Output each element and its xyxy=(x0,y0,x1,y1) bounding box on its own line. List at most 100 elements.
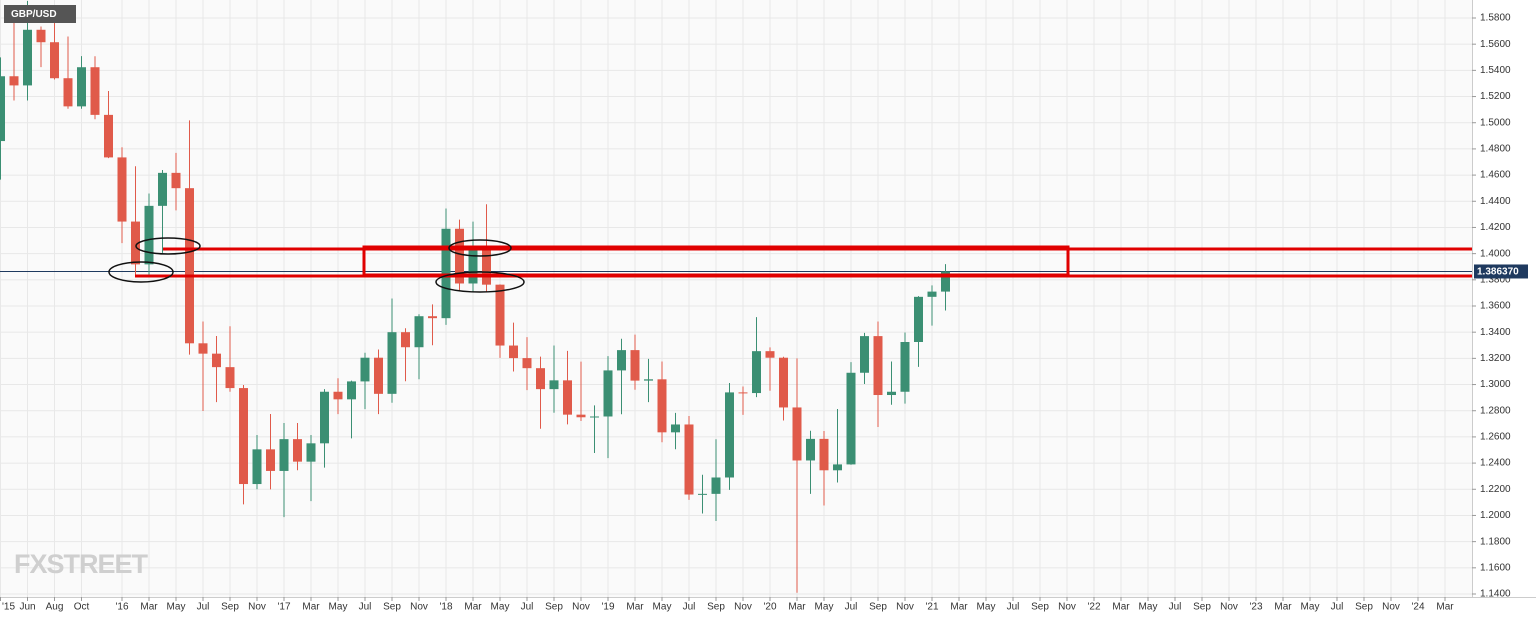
candle-body xyxy=(536,368,545,390)
plot-background xyxy=(0,0,1472,597)
x-tick-label: Mar xyxy=(1274,602,1292,613)
candle-body xyxy=(455,228,464,284)
candle-body xyxy=(509,345,518,359)
y-tick-label: 1.3400 xyxy=(1480,327,1511,338)
x-tick-label: Mar xyxy=(302,602,320,613)
circle-highlight xyxy=(435,271,525,293)
candle-body xyxy=(779,357,788,408)
candle-body xyxy=(630,350,640,381)
candle-body xyxy=(833,464,842,471)
x-tick-label: Jul xyxy=(521,602,534,613)
x-tick-label: May xyxy=(653,602,672,613)
y-tick-label: 1.2200 xyxy=(1480,484,1511,495)
candle-body xyxy=(306,443,316,462)
last-price-label: 1.386370 xyxy=(1477,267,1519,278)
axes: 1.1400 1.1600 1.1800 1.2000 1.2200 1.2400 1.26… xyxy=(0,13,1528,613)
x-tick-label: '23 xyxy=(1249,602,1262,613)
candle-body xyxy=(495,284,505,346)
candle-body xyxy=(671,424,680,433)
x-tick-label: Nov xyxy=(896,602,914,613)
candle-body xyxy=(738,392,748,394)
x-tick-label: Mar xyxy=(626,602,644,613)
y-tick-label: 1.1600 xyxy=(1480,562,1511,573)
x-tick-label: May xyxy=(977,602,996,613)
x-tick-label: May xyxy=(815,602,834,613)
y-tick-label: 1.4200 xyxy=(1480,222,1511,233)
candle-body xyxy=(0,76,5,142)
x-tick-label: Sep xyxy=(1031,602,1049,613)
y-tick-label: 1.1400 xyxy=(1480,589,1511,600)
x-tick-label: Jul xyxy=(845,602,858,613)
candle-body xyxy=(698,493,707,495)
candle-body xyxy=(549,380,559,390)
candle-body xyxy=(293,439,302,462)
x-tick-label: Nov xyxy=(734,602,752,613)
candle-body xyxy=(482,250,491,285)
x-tick-label: Mar xyxy=(464,602,482,613)
symbol-label: GBP/USD xyxy=(11,9,57,20)
x-tick-label: '19 xyxy=(601,602,614,613)
x-tick-label: Jun xyxy=(19,602,35,613)
candle-body xyxy=(806,438,815,461)
x-tick-label: '24 xyxy=(1411,602,1424,613)
x-tick-label: Oct xyxy=(74,602,90,613)
y-tick-label: 1.3200 xyxy=(1480,353,1511,364)
y-tick-label: 1.4000 xyxy=(1480,248,1511,259)
candle-body xyxy=(171,172,181,189)
candle-body xyxy=(266,449,275,471)
x-tick-label: Jul xyxy=(1331,602,1344,613)
x-tick-label: Sep xyxy=(1193,602,1211,613)
y-tick-label: 1.5800 xyxy=(1480,13,1511,24)
candle-body xyxy=(752,351,761,394)
candle-body xyxy=(657,379,667,433)
candle-body xyxy=(563,380,572,415)
candle-body xyxy=(860,336,869,373)
x-tick-label: '22 xyxy=(1087,602,1100,613)
candle-body xyxy=(225,367,235,389)
candle-body xyxy=(441,228,451,319)
candle-body xyxy=(644,379,653,381)
y-tick-label: 1.5600 xyxy=(1480,39,1511,50)
candle-body xyxy=(590,416,599,418)
candle-body xyxy=(347,381,356,400)
x-tick-label: Jul xyxy=(1169,602,1182,613)
y-tick-label: 1.2800 xyxy=(1480,405,1511,416)
x-tick-label: Mar xyxy=(788,602,806,613)
x-tick-label: May xyxy=(491,602,510,613)
candle-body xyxy=(252,449,262,485)
circle-highlight xyxy=(108,261,174,283)
x-tick-label: May xyxy=(1301,602,1320,613)
y-tick-label: 1.5000 xyxy=(1480,117,1511,128)
candle-body xyxy=(320,391,329,444)
candle-body xyxy=(374,357,383,394)
y-tick-label: 1.2000 xyxy=(1480,510,1511,521)
candle-body xyxy=(333,391,343,400)
candle-body xyxy=(617,350,626,371)
candle-body xyxy=(117,157,127,222)
y-tick-label: 1.1800 xyxy=(1480,536,1511,547)
candle-body xyxy=(603,370,613,417)
candle-body xyxy=(873,336,883,396)
y-tick-label: 1.2400 xyxy=(1480,458,1511,469)
candle-body xyxy=(792,407,802,461)
candle-body xyxy=(36,29,46,43)
annotations xyxy=(108,237,1472,293)
symbol-badge xyxy=(4,5,76,23)
candle-body xyxy=(144,205,154,265)
x-tick-label: Sep xyxy=(221,602,239,613)
y-tick-label: 1.4400 xyxy=(1480,196,1511,207)
candle-body xyxy=(360,357,370,382)
candle-body xyxy=(887,391,896,396)
y-tick-label: 1.5200 xyxy=(1480,91,1511,102)
x-tick-label: Mar xyxy=(950,602,968,613)
last-price-badge xyxy=(1474,264,1528,279)
candle-body xyxy=(401,332,410,348)
x-tick-label: Jul xyxy=(1007,602,1020,613)
candle-body xyxy=(914,296,923,342)
x-tick-label: Aug xyxy=(46,602,64,613)
x-tick-label: Sep xyxy=(545,602,563,613)
x-tick-label: '18 xyxy=(439,602,452,613)
y-tick-label: 1.4800 xyxy=(1480,144,1511,155)
candle-body xyxy=(941,271,950,292)
